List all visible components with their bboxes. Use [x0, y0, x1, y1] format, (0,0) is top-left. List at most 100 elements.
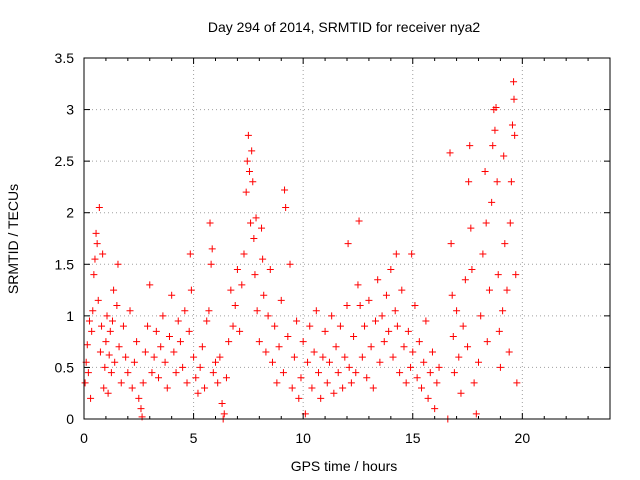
data-point [389, 353, 397, 361]
x-tick-label: 20 [515, 430, 531, 446]
data-point [150, 353, 158, 361]
data-point [271, 322, 279, 330]
y-tick-label: 0 [66, 411, 74, 427]
data-point [477, 312, 485, 320]
data-point [98, 322, 106, 330]
y-tick-label: 0.5 [55, 359, 75, 375]
data-point [501, 240, 509, 248]
data-point [288, 384, 296, 392]
data-point [315, 369, 323, 377]
data-point [475, 358, 482, 366]
data-point [139, 379, 147, 387]
data-point [510, 78, 518, 86]
tick-labels: 0 5 10 15 20 0 0.5 1 1.5 2 2.5 3 3.5 [55, 50, 531, 446]
y-tick-label: 3.5 [55, 50, 75, 66]
data-point [361, 322, 369, 330]
data-point [250, 235, 258, 242]
data-point [334, 369, 342, 377]
data-point [148, 369, 156, 377]
y-axis-label: SRMTID / TECUs [5, 184, 21, 294]
data-point [227, 286, 235, 294]
data-point [491, 126, 499, 134]
data-point [203, 317, 211, 325]
data-point [398, 286, 406, 294]
data-point [233, 265, 241, 273]
data-point [268, 358, 276, 366]
data-point [242, 188, 250, 196]
data-point [472, 410, 480, 418]
data-point [85, 317, 93, 325]
data-point [319, 353, 327, 361]
data-point [328, 312, 336, 320]
data-point [155, 374, 163, 382]
data-point [400, 343, 408, 351]
data-point [382, 291, 390, 299]
data-point [181, 307, 189, 315]
data-point [196, 363, 204, 371]
data-point [144, 322, 152, 330]
data-point [492, 104, 500, 112]
data-point [83, 341, 91, 349]
data-point [170, 348, 178, 356]
data-point [332, 343, 340, 351]
data-point [354, 281, 362, 289]
data-point [369, 384, 377, 392]
data-point [122, 353, 130, 361]
data-point [117, 379, 125, 387]
data-points [81, 78, 521, 423]
data-point [174, 317, 182, 325]
data-point [396, 369, 404, 377]
data-point [281, 186, 289, 194]
data-point [402, 379, 410, 387]
data-point [426, 369, 434, 377]
data-point [387, 265, 395, 273]
data-point [418, 384, 426, 392]
data-point [89, 307, 97, 315]
data-point [407, 363, 415, 371]
data-point [231, 302, 239, 310]
data-point [464, 343, 472, 351]
data-point [179, 363, 187, 371]
axis-ticks [83, 57, 611, 420]
data-point [511, 131, 519, 139]
data-point [90, 271, 98, 279]
data-point [249, 178, 257, 186]
data-point [259, 255, 267, 263]
data-point [93, 240, 101, 248]
data-point [448, 291, 456, 299]
data-point [99, 250, 107, 258]
data-point [367, 343, 375, 351]
data-point [356, 302, 364, 310]
data-point [433, 379, 441, 387]
data-point [205, 307, 213, 315]
data-point [323, 379, 331, 387]
x-tick-label: 15 [405, 430, 421, 446]
data-point [247, 219, 255, 227]
data-point [344, 240, 352, 248]
data-point [165, 332, 173, 340]
data-point [119, 322, 127, 330]
data-point [209, 369, 217, 377]
data-point [404, 327, 412, 335]
data-point [420, 358, 428, 366]
data-point [500, 152, 508, 160]
chart-title: Day 294 of 2014, SRMTID for receiver nya… [208, 19, 481, 35]
data-point [111, 358, 119, 366]
data-point [130, 358, 138, 366]
data-point [264, 312, 272, 320]
data-point [482, 219, 490, 227]
data-point [258, 224, 266, 232]
data-point [385, 327, 393, 335]
data-point [483, 338, 491, 346]
data-point [168, 291, 176, 299]
data-point [104, 389, 112, 397]
data-point [251, 271, 259, 279]
data-point [290, 353, 298, 361]
data-point [124, 369, 132, 377]
data-point [216, 353, 224, 361]
data-point [229, 322, 237, 330]
data-point [365, 296, 373, 304]
data-point [115, 343, 123, 351]
data-point [286, 260, 294, 268]
data-point [277, 296, 285, 304]
